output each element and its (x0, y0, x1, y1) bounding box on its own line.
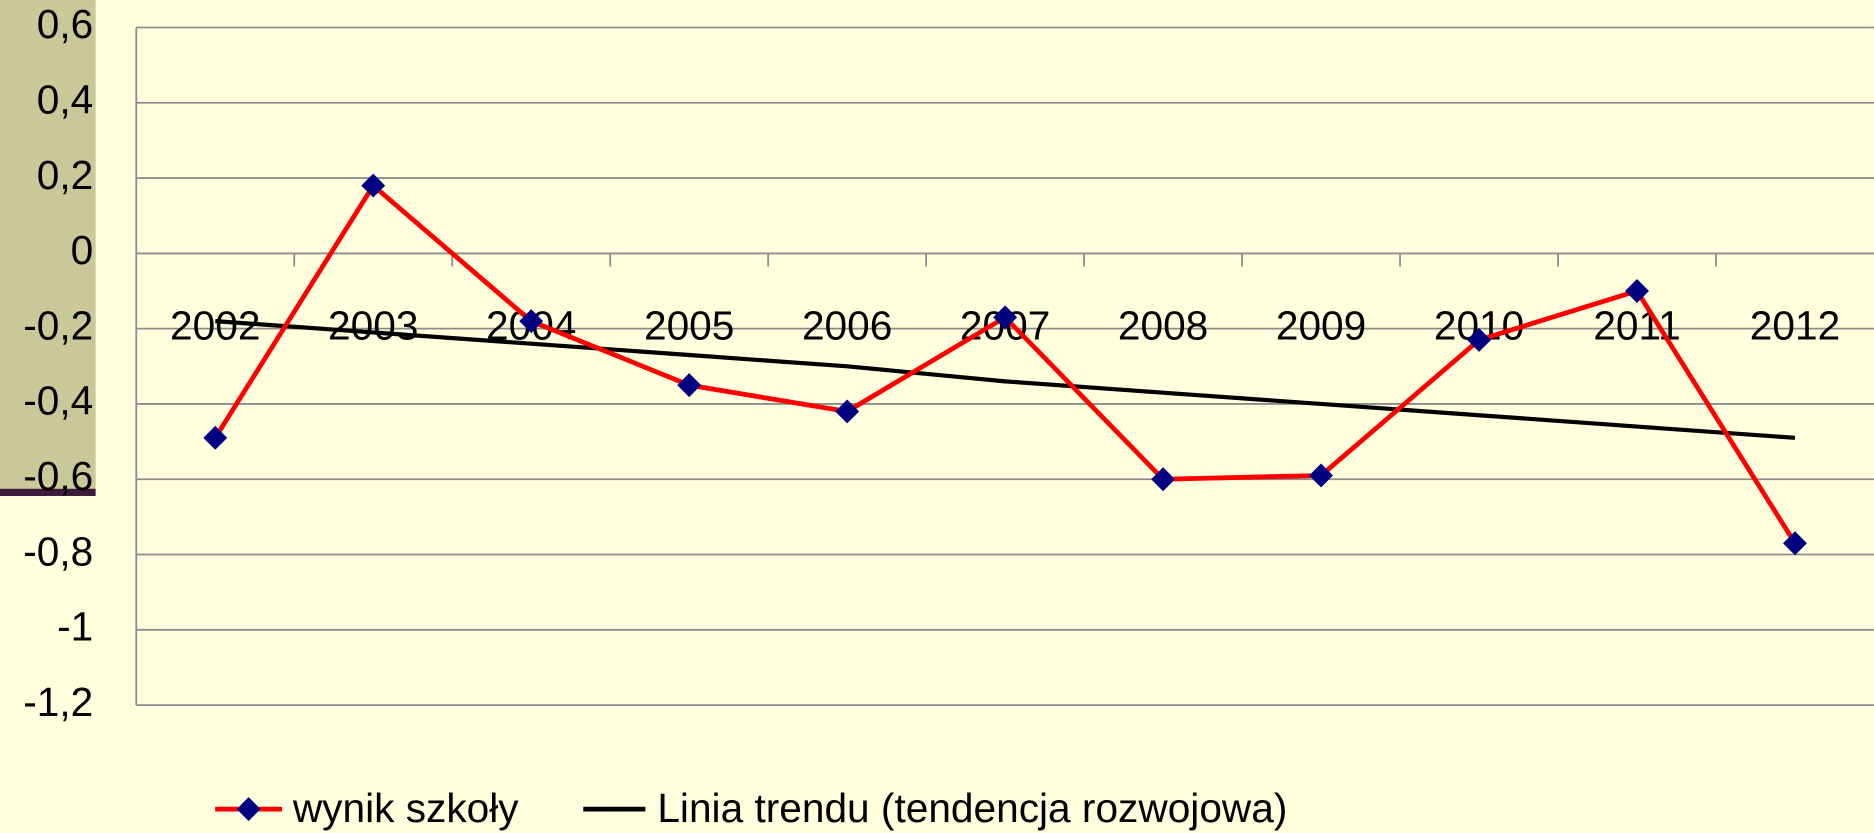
y-tick-label: -0,8 (23, 528, 93, 574)
y-tick-label: -0,4 (23, 378, 93, 424)
y-tick-label: -1,2 (23, 679, 93, 725)
marker (1467, 328, 1491, 352)
legend-marker (236, 797, 261, 822)
marker (993, 305, 1018, 330)
x-tick-label: 2008 (1118, 302, 1208, 348)
y-tick-label: 0 (71, 227, 94, 273)
x-tick-label: 2002 (170, 302, 260, 348)
y-tick-label: -1 (57, 604, 93, 650)
side-strip (0, 0, 96, 490)
y-tick-label: 0,6 (37, 1, 93, 47)
marker (519, 309, 544, 334)
legend-label: Linia trendu (tendencja rozwojowa) (657, 785, 1287, 831)
marker (203, 425, 228, 450)
marker (1151, 467, 1176, 492)
x-tick-label: 2009 (1276, 302, 1366, 348)
marker (677, 373, 702, 398)
x-tick-label: 2012 (1750, 302, 1840, 348)
y-tick-label: 0,4 (37, 77, 93, 123)
y-tick-label: 0,2 (37, 152, 93, 198)
x-tick-label: 2006 (802, 302, 892, 348)
y-tick-label: -0,6 (23, 453, 93, 499)
marker (1625, 279, 1649, 303)
trend-line (215, 319, 1796, 440)
y-tick-label: -0,2 (23, 302, 93, 348)
side-bar (0, 488, 96, 496)
legend-label: wynik szkoły (292, 785, 519, 831)
x-tick-label: 2003 (328, 302, 418, 348)
marker (835, 399, 860, 424)
x-tick-label: 2005 (644, 302, 734, 348)
